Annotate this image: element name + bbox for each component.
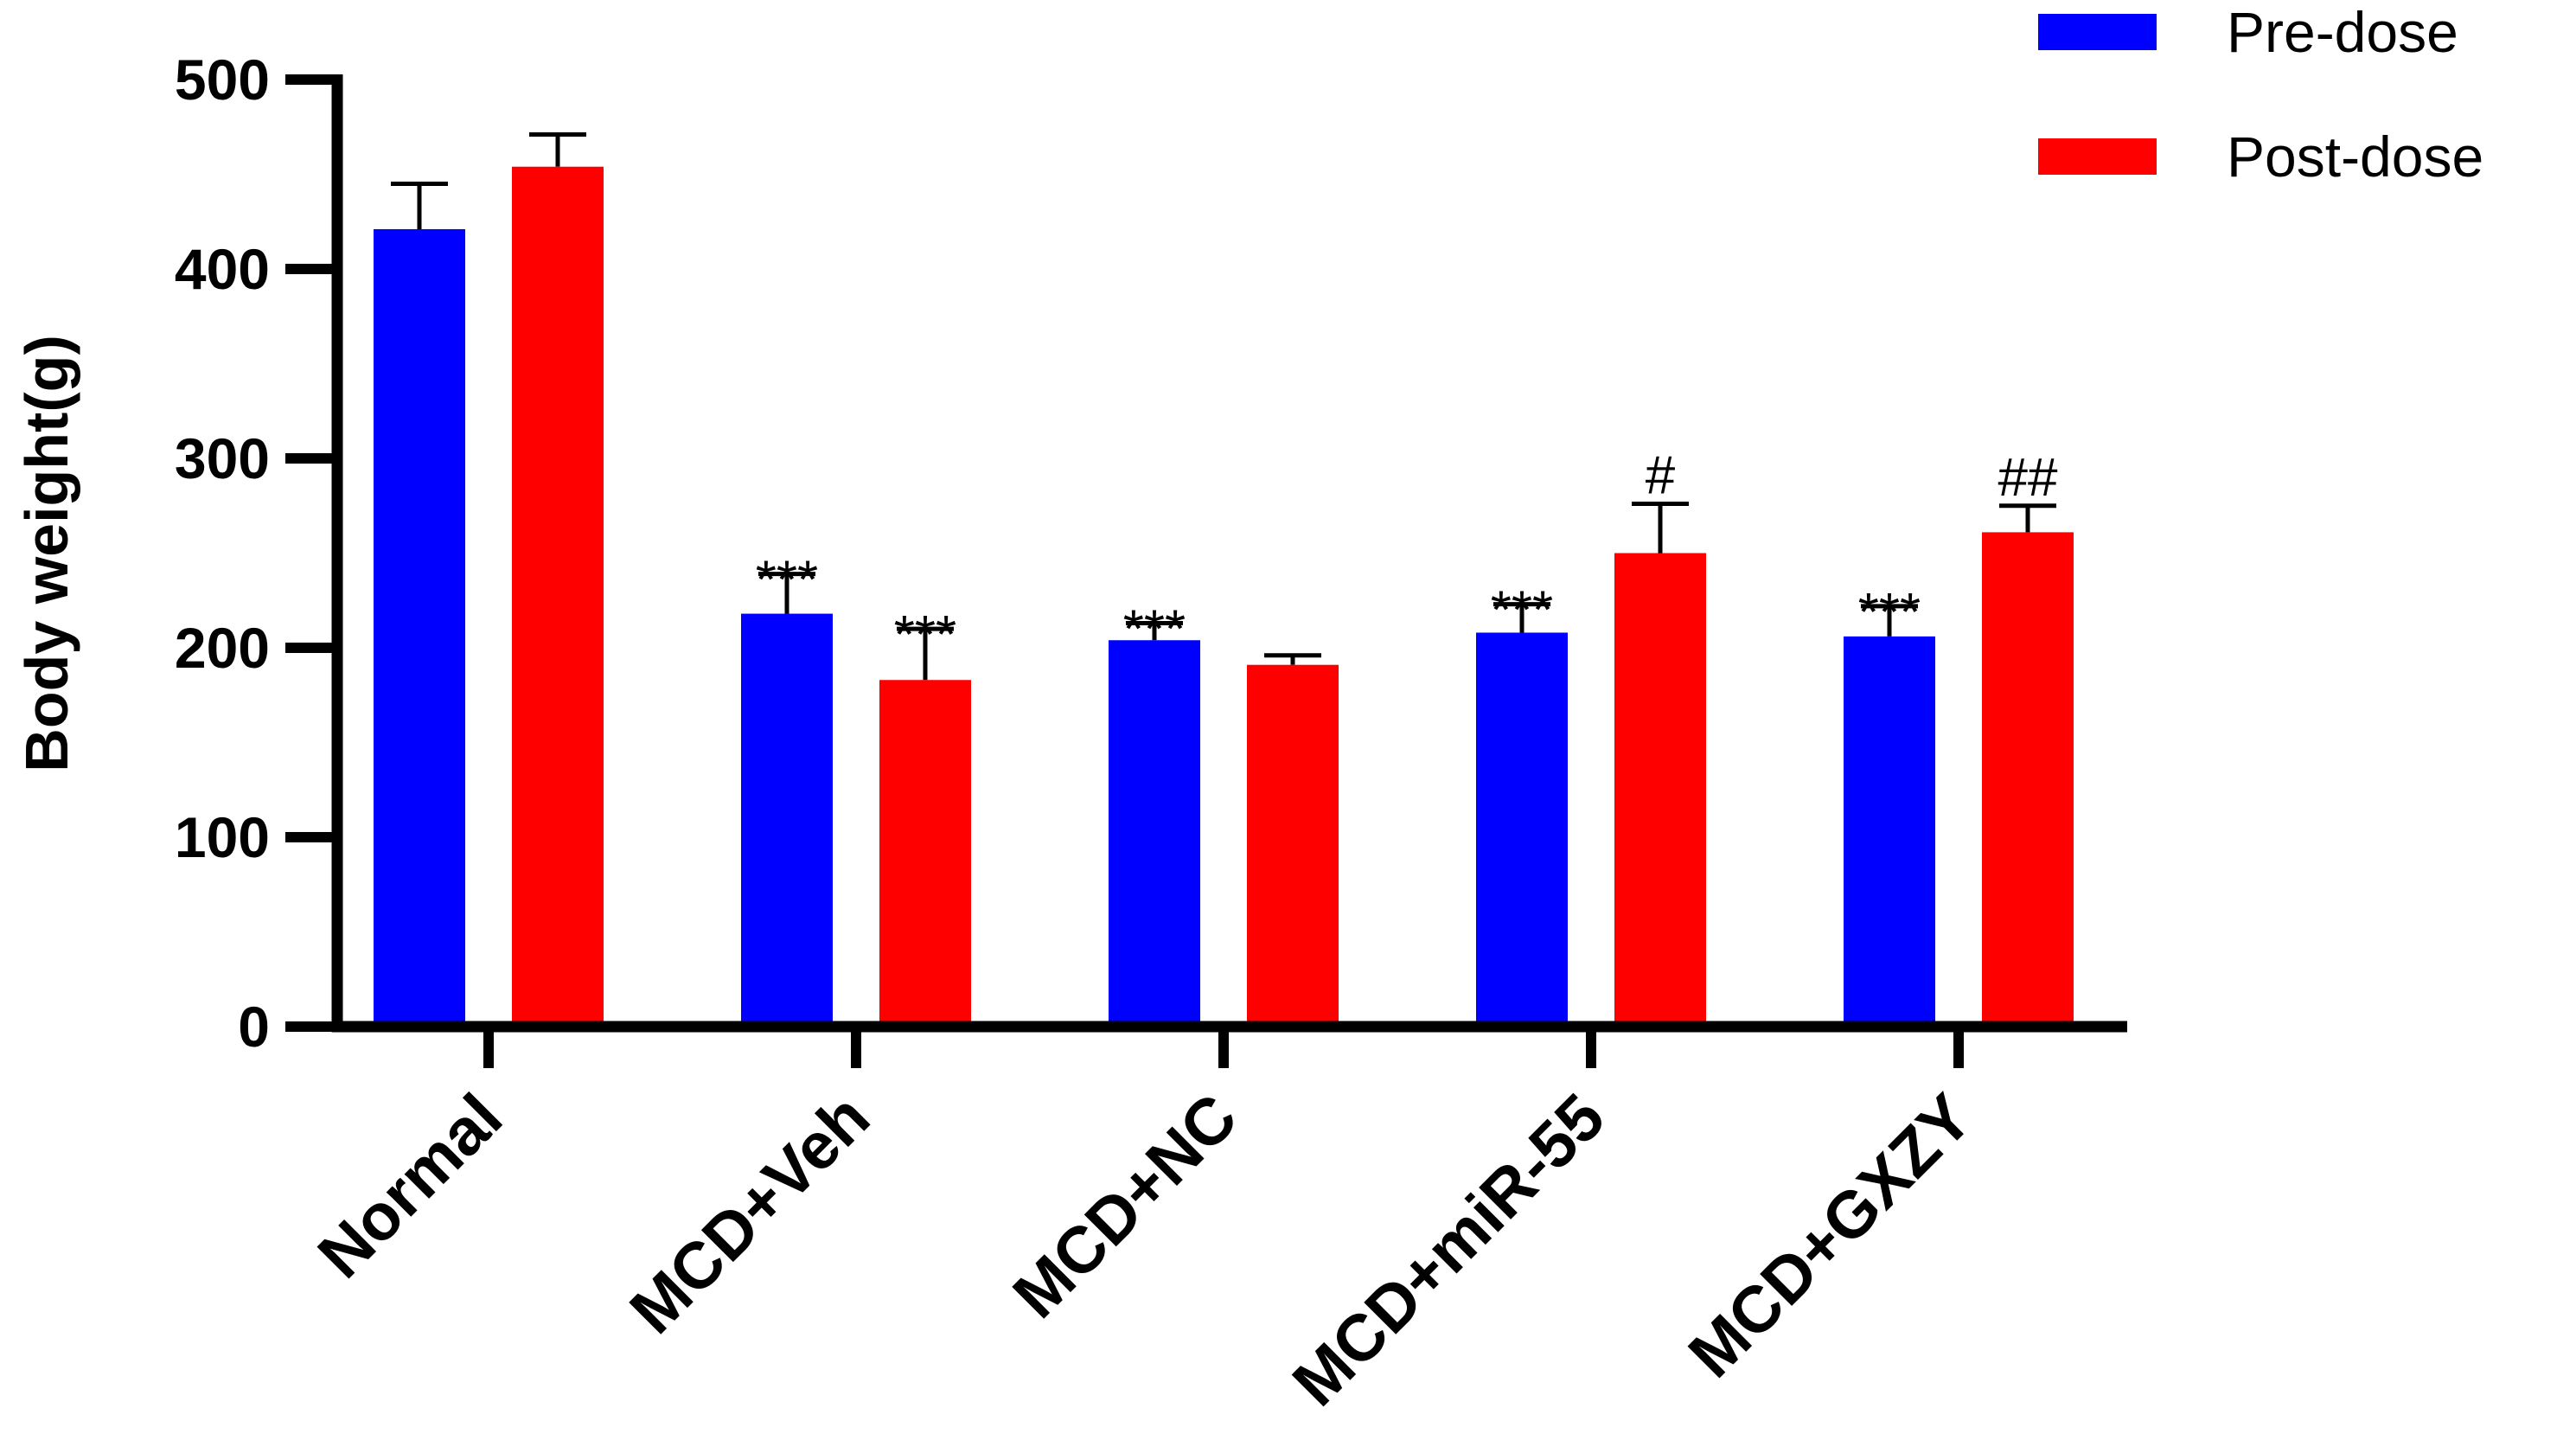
x-category-label: Normal: [304, 1080, 516, 1292]
legend: Pre-dose Post-dose: [2038, 0, 2483, 189]
legend-swatch: [2038, 138, 2157, 175]
bar-pre-dose-3: [1476, 632, 1568, 1027]
legend-label: Post-dose: [2227, 125, 2483, 189]
x-category-label: MCD+miR-55: [1279, 1080, 1619, 1420]
bar-pre-dose-2: [1109, 640, 1200, 1027]
y-ticks: 0 100 200 300 400 500: [175, 48, 337, 1059]
bar-pre-dose-0: [374, 229, 465, 1027]
y-tick-label: 300: [175, 426, 270, 490]
significance-annotation: ***: [756, 551, 818, 611]
x-category-label: MCD+NC: [1000, 1080, 1251, 1332]
x-category-label: MCD+Veh: [617, 1080, 884, 1347]
significance-annotation: #: [1646, 446, 1676, 506]
bar-post-dose-1: [879, 680, 971, 1027]
legend-swatch: [2038, 14, 2157, 50]
y-tick-label: 500: [175, 48, 270, 112]
y-tick-label: 0: [238, 995, 270, 1059]
y-tick-label: 400: [175, 237, 270, 301]
bars: ****** *** ******# ##: [374, 132, 2074, 1027]
y-tick-label: 200: [175, 616, 270, 680]
bar-post-dose-3: [1614, 553, 1706, 1027]
y-tick-label: 100: [175, 805, 270, 869]
significance-annotation: ***: [894, 605, 956, 665]
x-ticks: Normal MCD+Veh MCD+NC MCD+miR-55 MCD+GXZY: [304, 1027, 1986, 1420]
bar-pre-dose-1: [741, 613, 833, 1027]
bar-post-dose-4: [1982, 532, 2074, 1027]
y-axis-label: Body weight(g): [13, 335, 80, 771]
significance-annotation: ##: [1998, 448, 2058, 508]
legend-label: Pre-dose: [2227, 0, 2458, 64]
x-category-label: MCD+GXZY: [1675, 1080, 1986, 1392]
bar-pre-dose-4: [1844, 636, 1935, 1027]
bar-post-dose-2: [1247, 664, 1339, 1027]
significance-annotation: ***: [1123, 600, 1186, 660]
significance-annotation: ***: [1858, 583, 1921, 643]
axes: [331, 74, 2127, 1033]
bar-post-dose-0: [512, 166, 604, 1027]
significance-annotation: ***: [1491, 581, 1553, 641]
